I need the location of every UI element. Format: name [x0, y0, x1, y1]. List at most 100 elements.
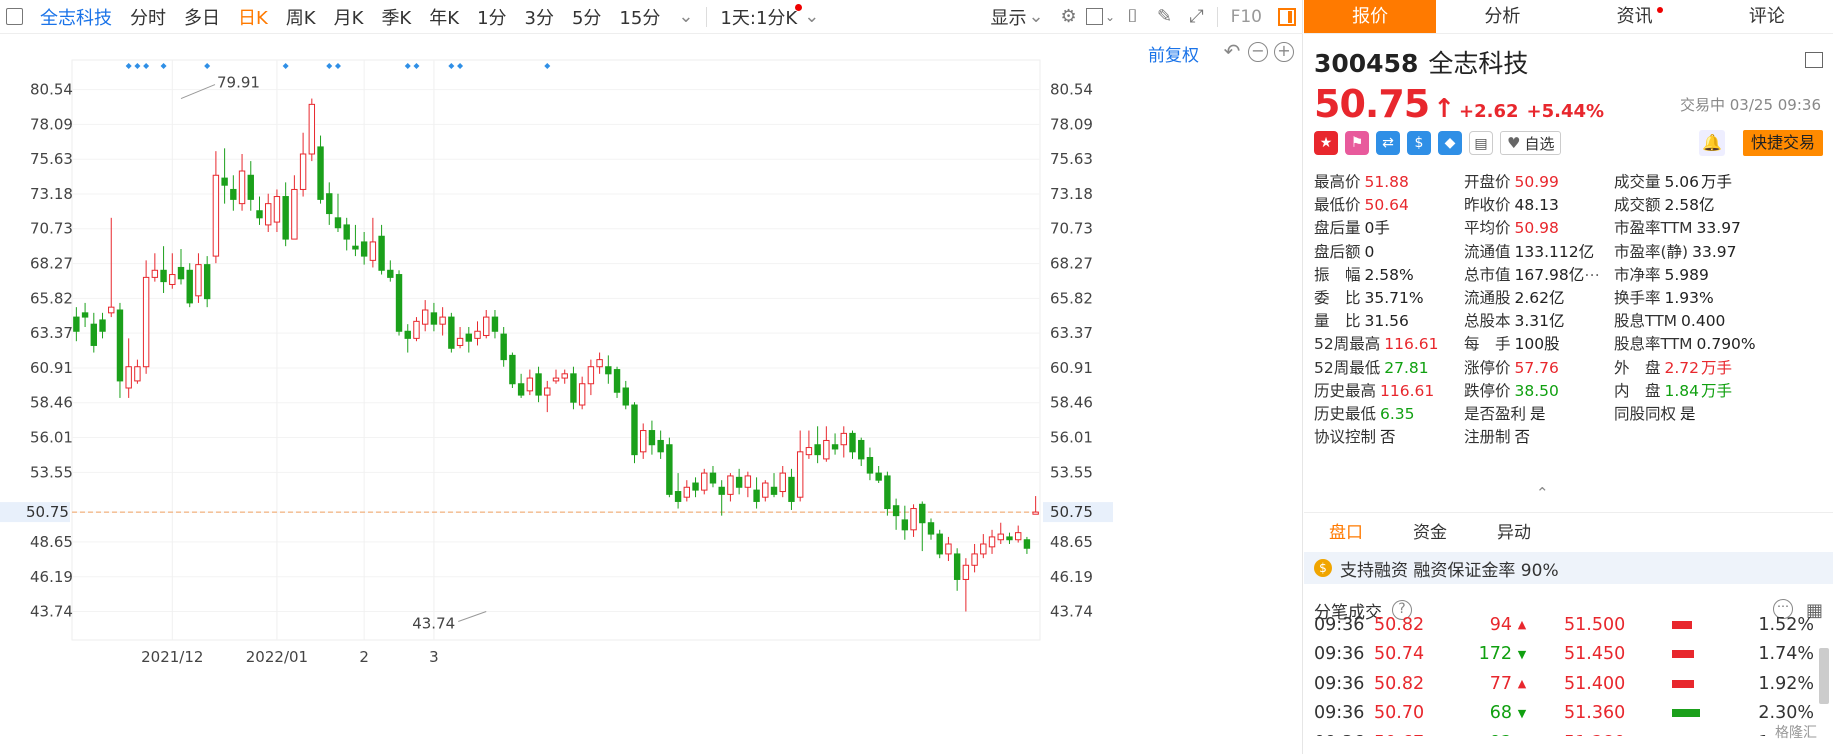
period-tab-2[interactable]: 日K [238, 7, 268, 29]
candle-body [753, 489, 760, 502]
indicator-box-icon[interactable]: ⌄ [1085, 0, 1117, 34]
candle-body [134, 366, 141, 382]
camera-icon[interactable]: ⌷ [1127, 6, 1138, 27]
bell-icon[interactable]: 🔔 [1699, 130, 1725, 156]
detail-tab-1[interactable]: 资金 [1413, 523, 1447, 543]
stat-cell: 协议控制否 [1314, 426, 1464, 449]
order-book[interactable]: 51.500 1.52% 51.450 1.74% 51.400 1.92% 51.360 2… [1564, 610, 1832, 736]
panel-toggle-icon[interactable] [1271, 0, 1303, 34]
add-watchlist-button[interactable]: ♥ 自选 [1500, 131, 1562, 155]
gear-icon[interactable]: ⚙ [1060, 6, 1077, 27]
candle-body [858, 439, 865, 460]
period-tab-3[interactable]: 周K [285, 7, 316, 29]
stat-cell: 历史最高 116.61 [1314, 380, 1464, 403]
tag-icon[interactable]: ◆ [1438, 131, 1462, 155]
period-tab-1[interactable]: 多日 [184, 7, 220, 29]
period-tab-7[interactable]: 1分 [477, 7, 507, 29]
stat-value: 50.98 [1514, 219, 1559, 238]
y-tick-label-right: 46.19 [1050, 568, 1093, 586]
event-marker-icon [125, 63, 132, 69]
tick-volume: 77 [1489, 673, 1512, 694]
stat-cell: 盘后量 0手 [1314, 217, 1464, 240]
period-tab-0[interactable]: 分时 [130, 7, 166, 29]
stat-value: 116.61 [1380, 381, 1435, 400]
y-tick-label-left: 73.18 [30, 185, 73, 203]
period-tab-10[interactable]: 15分 [619, 7, 661, 29]
stat-value: 0.790% [1696, 335, 1756, 354]
minute-kline-select[interactable]: 1天:1分K ⌄ [711, 0, 828, 34]
stat-value: 48.13 [1514, 196, 1559, 215]
period-tab-4[interactable]: 月K [333, 7, 364, 29]
runner-icon[interactable]: ⚑ [1345, 131, 1369, 155]
divider [706, 6, 708, 27]
help-icon[interactable]: ? [1392, 600, 1412, 620]
sidebar-toggle-icon[interactable] [6, 8, 23, 25]
grid-icon[interactable]: ▦ [1805, 600, 1823, 621]
period-tab-5[interactable]: 季K [381, 7, 412, 29]
f10-button[interactable]: F10 [1230, 6, 1262, 27]
candle-body [465, 333, 472, 342]
layout-icon[interactable] [1805, 52, 1823, 68]
more-icon[interactable]: ⋯ [1773, 599, 1793, 619]
event-marker-icon [413, 63, 420, 69]
fullscreen-icon[interactable]: ⤢ [1189, 6, 1204, 27]
stat-label: 市盈率TTM [1614, 219, 1693, 238]
collapse-chevron-icon[interactable]: ⌄ [678, 6, 694, 27]
book-icon[interactable]: ▤ [1469, 131, 1493, 155]
quote-tab-1[interactable]: 分析 [1484, 6, 1521, 27]
stat-value: 57.76 [1514, 358, 1559, 377]
stat-cell: 同股同权是 [1614, 403, 1774, 426]
detail-tab-0[interactable]: 盘口 [1329, 523, 1363, 543]
candle-body [962, 564, 970, 580]
tick-row: 09:36 50.70 68 ▼ [1304, 699, 1564, 729]
zoom-in-icon[interactable]: + [1274, 42, 1294, 62]
quote-tab-2[interactable]: 资讯 [1569, 0, 1701, 33]
collapse-caret-icon[interactable]: ⌃ [1536, 484, 1549, 502]
stat-value: 3.31亿 [1514, 312, 1565, 331]
stat-label: 昨收价 [1464, 196, 1511, 215]
stat-value: 2.58% [1364, 265, 1414, 284]
trade-status-time: 交易中 03/25 09:36 [1680, 96, 1821, 114]
reset-icon[interactable]: ↶ [1223, 39, 1241, 63]
candle-body [762, 482, 769, 498]
candle-body [387, 269, 394, 278]
ticks-table[interactable]: 09:36 50.82 94 ▲ 09:36 50.74 172 ▼ 09:36 50.82 77 ▲… [1304, 610, 1564, 736]
zoom-out-icon[interactable]: − [1248, 42, 1268, 62]
book-pct: 1.92% [1758, 673, 1814, 694]
stat-value: 0 [1364, 242, 1375, 261]
quote-tab-3[interactable]: 评论 [1748, 6, 1785, 27]
period-tab-6[interactable]: 年K [429, 7, 460, 29]
candle-body [779, 472, 786, 493]
detail-tab-2[interactable]: 异动 [1497, 523, 1531, 543]
book-pct: 1.74% [1758, 644, 1814, 665]
divider [1216, 6, 1218, 27]
adjust-mode-button[interactable]: 前复权 [1148, 46, 1199, 66]
more-icon[interactable]: ⋯ [1584, 265, 1600, 284]
y-tick-label-right: 80.54 [1050, 81, 1093, 99]
kline-chart[interactable]: 80.54 80.54 78.09 78.09 75.63 75.63 73.18 73.18… [0, 36, 1303, 754]
period-tab-8[interactable]: 3分 [524, 7, 554, 29]
y-tick-label-left: 78.09 [30, 115, 73, 133]
candle-body [177, 266, 185, 280]
quick-trade-button[interactable]: 快捷交易 [1742, 130, 1823, 156]
tick-price: 50.70 [1374, 703, 1425, 724]
display-dropdown[interactable]: 显示 ⌄ [981, 0, 1052, 34]
stock-name-link[interactable]: 全志科技 [40, 7, 112, 29]
quote-tab-0[interactable]: 报价 [1304, 0, 1437, 33]
stat-value: 35.71% [1364, 288, 1424, 307]
book-pct: 1.52% [1758, 614, 1814, 635]
dollar-icon[interactable]: $ [1407, 131, 1431, 155]
shuffle-icon[interactable]: ⇄ [1376, 131, 1400, 155]
candle-body [195, 264, 202, 297]
candle-body [491, 316, 499, 332]
stat-label: 市盈率(静) [1614, 242, 1689, 261]
scrollbar[interactable] [1819, 648, 1829, 704]
china-flag-icon[interactable]: ★ [1314, 131, 1338, 155]
stat-label: 开盘价 [1464, 173, 1511, 191]
candle-body [160, 269, 167, 283]
period-tab-9[interactable]: 5分 [571, 7, 602, 29]
stat-value: 100股 [1514, 335, 1560, 354]
pencil-icon[interactable]: ✎ [1157, 6, 1173, 27]
y-tick-label-right: 53.55 [1050, 463, 1093, 481]
